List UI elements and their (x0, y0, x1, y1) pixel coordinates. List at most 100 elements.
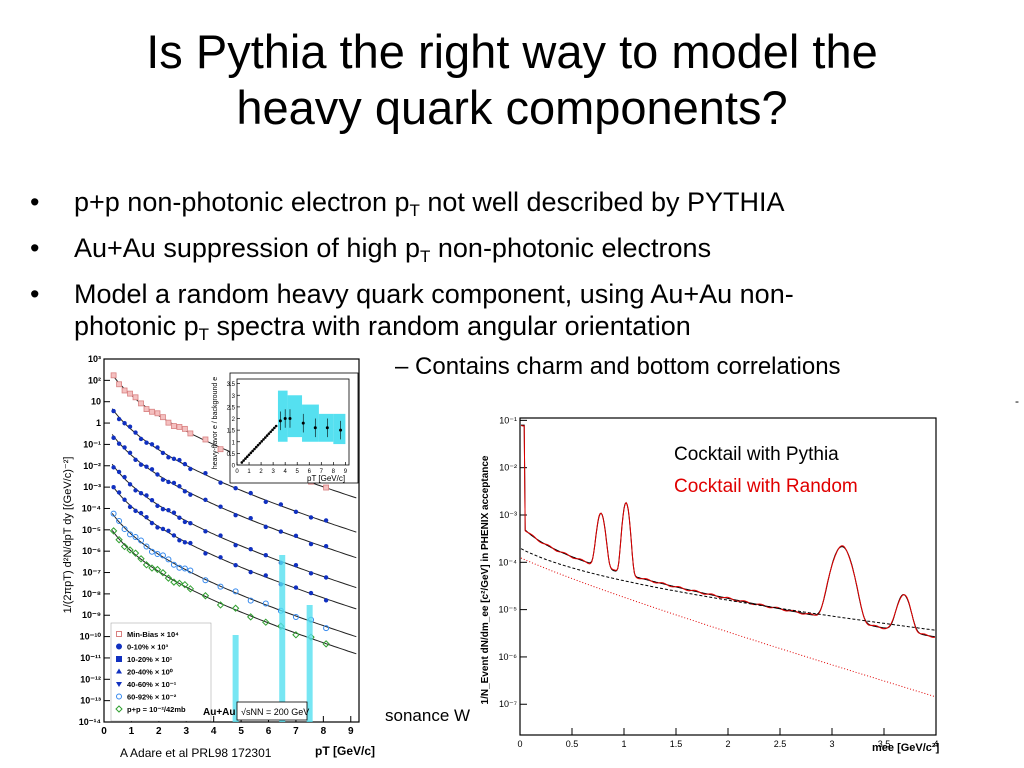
inset-point (244, 457, 247, 460)
spectra-point (138, 462, 144, 467)
inset-point (253, 447, 256, 451)
spectra-point (149, 520, 155, 526)
inset-point (245, 455, 249, 458)
spectra-point (188, 540, 193, 546)
spectra-y-tick: 10⁻¹² (80, 674, 101, 684)
spectra-point (188, 492, 193, 497)
inset-x-tick: 4 (284, 469, 288, 475)
spectra-point (177, 457, 182, 463)
spectra-point (218, 480, 223, 485)
citation-caption: A Adare et al PRL98 172301 (120, 746, 272, 760)
spectra-point (149, 442, 155, 447)
spectra-x-tick: 5 (238, 726, 244, 737)
spectra-point (176, 564, 183, 571)
spectra-point (292, 613, 299, 620)
spectra-point (323, 625, 330, 632)
spectra-point (121, 526, 128, 533)
spectra-point (121, 387, 128, 394)
inset-x-tick: 8 (332, 469, 336, 475)
spectra-point (166, 455, 171, 460)
spectra-point (171, 480, 177, 486)
mass-x-tick: 3.5 (878, 739, 891, 749)
inset-point (271, 428, 274, 432)
legend-random: Cocktail with Random (674, 476, 858, 497)
spectra-point (203, 497, 208, 503)
spectra-point (323, 484, 329, 491)
inset-y-tick: 1.5 (227, 429, 236, 435)
spectra-point (111, 484, 116, 490)
spectra-point (323, 575, 329, 580)
spectra-y-tick: 10⁻⁷ (83, 568, 102, 578)
spectra-point (148, 564, 156, 572)
spectra-point (247, 597, 254, 604)
spectra-point (122, 474, 127, 480)
inset-point (254, 445, 258, 449)
inset-y-tick: 0.5 (227, 452, 236, 458)
spectra-point (262, 600, 269, 607)
inset-point (256, 443, 260, 447)
spectra-point (127, 450, 133, 456)
spectra-y-tick: 10⁻⁴ (82, 503, 101, 513)
spectra-point (133, 488, 138, 493)
spectra-point (160, 414, 166, 421)
spectra-point (131, 549, 140, 557)
mass-y-tick: 10⁻² (499, 463, 517, 473)
spectra-point (148, 548, 155, 555)
spectra-point (122, 421, 127, 426)
spectra-point (323, 598, 329, 603)
partial-text: sonance W (385, 706, 471, 725)
spectra-point (155, 445, 160, 450)
edge-mark: - (1015, 394, 1019, 408)
spectra-point (188, 466, 193, 472)
spectra-point (120, 542, 129, 551)
spectra-point (116, 490, 122, 495)
mass-y-label: 1/N_Event dN/dm_ee [c²/GeV] in PHENIX ac… (480, 455, 491, 704)
spectra-plot: 1/(2πpT) d²N/dpT dy [(GeV/c)⁻²] 10³10²10… (55, 355, 385, 768)
spectra-point (202, 577, 209, 584)
spectra-point (144, 440, 149, 445)
inset-point (264, 436, 267, 439)
spectra-point (170, 561, 177, 568)
spectra-fit-curve (111, 434, 357, 559)
spectra-y-label: 1/(2πpT) d²N/dpT dy [(GeV/c)⁻²] (62, 457, 74, 614)
system-label: Au+Au (203, 707, 236, 718)
spectra-x-tick: 6 (266, 726, 272, 737)
inset-point (247, 453, 251, 457)
spectra-point (233, 485, 238, 491)
spectra-point (160, 450, 166, 456)
spectra-point (182, 489, 188, 494)
spectra-point (203, 470, 208, 476)
spectra-point (133, 508, 138, 514)
spectra-point (182, 519, 188, 525)
mass-x-tick: 2.5 (774, 739, 787, 749)
spectra-point (232, 588, 239, 595)
spectra-y-tick: 1 (96, 418, 101, 428)
spectra-point (175, 579, 184, 588)
inset-x-tick: 7 (320, 469, 324, 475)
sub-bullet: – Contains charm and bottom correlations (395, 353, 841, 380)
spectra-point (171, 533, 177, 538)
spectra-point (218, 555, 223, 560)
inset-plot: heavy-flavor e / background e 0 0.5 1 1.5 2 2… (212, 372, 359, 484)
spectra-point (182, 461, 188, 467)
spectra-point (155, 472, 160, 477)
spectra-point (133, 430, 138, 435)
spectra-y-tick: 10⁻³ (83, 482, 101, 492)
inset-x-tick: 5 (296, 469, 300, 475)
spectra-x-tick: 3 (183, 726, 189, 737)
bullet-1: • p+p non-photonic electron pT not well d… (30, 187, 785, 220)
spectra-point (166, 528, 171, 534)
spectra-y-tick: 10⁻⁸ (82, 589, 101, 599)
inset-x-tick: 0 (235, 469, 239, 475)
spectra-point (160, 526, 166, 532)
spectra-fit-curve (111, 513, 357, 638)
inset-point (242, 459, 245, 462)
title-line-2: heavy quark components? (236, 81, 788, 134)
spectra-frame (103, 358, 360, 723)
spectra-x-tick: 9 (348, 726, 354, 737)
spectra-point (149, 467, 155, 472)
spectra-point (293, 533, 299, 539)
spectra-point (176, 424, 183, 430)
spectra-point (127, 390, 133, 397)
spectra-point (166, 508, 171, 513)
